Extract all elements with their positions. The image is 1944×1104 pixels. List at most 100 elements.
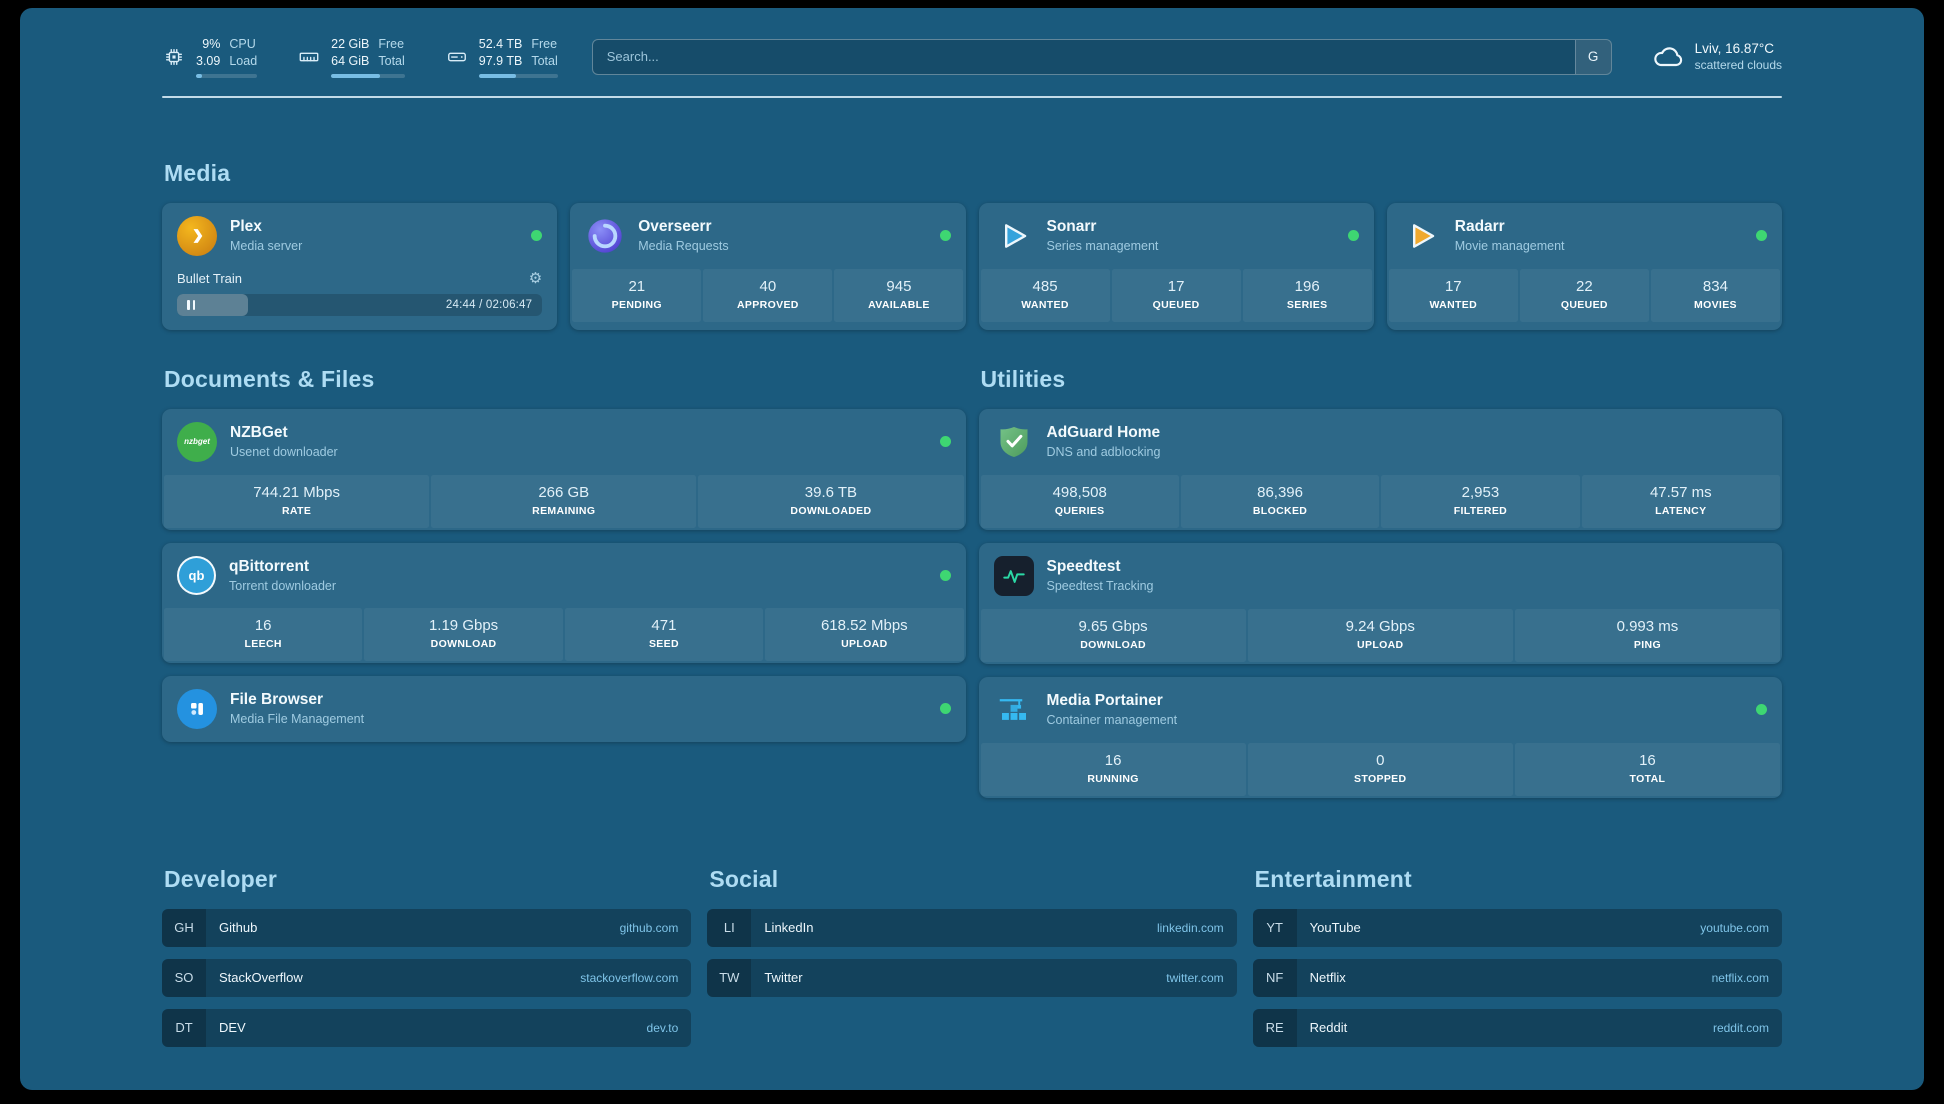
section-title-utilities: Utilities xyxy=(980,365,1066,392)
portainer-header[interactable]: Media Portainer Container management xyxy=(979,677,1783,743)
bookmark-name: Github xyxy=(219,920,258,936)
bookmark-abbr: GH xyxy=(162,908,206,947)
stat-tile: 21 PENDING xyxy=(572,268,702,322)
bookmark-linkedin[interactable]: LI LinkedIn linkedin.com xyxy=(707,908,1237,947)
section-utilities: Utilities xyxy=(978,365,1783,798)
stat-tile: 86,396 BLOCKED xyxy=(1180,474,1380,528)
status-dot-online xyxy=(1756,704,1767,716)
adguard-header[interactable]: AdGuard Home DNS and adblocking xyxy=(979,409,1783,475)
gear-icon[interactable]: ⚙ xyxy=(528,269,543,287)
service-card-overseerr[interactable]: Overseerr Media Requests 21 PENDING 40 A… xyxy=(570,202,966,330)
service-card-sonarr[interactable]: Sonarr Series management 485 WANTED 17 Q… xyxy=(978,202,1374,330)
overseerr-icon xyxy=(585,216,625,256)
bookmark-stackoverflow[interactable]: SO StackOverflow stackoverflow.com xyxy=(162,958,692,997)
nzbget-header[interactable]: nzbget NZBGet Usenet downloader xyxy=(162,409,966,475)
disk-free-label: Free xyxy=(531,37,558,51)
status-dot-online xyxy=(939,703,951,715)
bookmark-dev[interactable]: DT DEV dev.to xyxy=(162,1008,692,1047)
service-desc: DNS and adblocking xyxy=(1046,445,1161,460)
status-dot-online xyxy=(939,436,951,448)
adguard-stats: 498,508 QUERIES 86,396 BLOCKED 2,953 FIL… xyxy=(979,474,1783,530)
stat-tile: 1.19 Gbps DOWNLOAD xyxy=(364,607,563,661)
memory-free-label: Free xyxy=(378,37,405,51)
cpu-progress-bar xyxy=(196,73,258,78)
section-documents: Documents & Files nzbget NZBGet Usenet d… xyxy=(162,366,966,798)
service-name: Media Portainer xyxy=(1046,692,1163,710)
bookmark-name: DEV xyxy=(219,1020,246,1036)
service-desc: Speedtest Tracking xyxy=(1046,579,1154,594)
service-name: AdGuard Home xyxy=(1046,424,1161,442)
service-card-qbittorrent[interactable]: qb qBittorrent Torrent downloader 16 LEE… xyxy=(162,542,966,663)
stat-tile: 16 LEECH xyxy=(164,607,363,661)
stat-tile: 16 RUNNING xyxy=(980,742,1246,796)
bookmark-group-title: Social xyxy=(709,865,779,892)
playback-progress-bar[interactable]: 24:44 / 02:06:47 xyxy=(177,293,543,316)
plex-now-playing: Bullet Train ⚙ 24:44 / 02:06:47 xyxy=(162,269,557,330)
qbittorrent-header[interactable]: qb qBittorrent Torrent downloader xyxy=(162,543,966,608)
stat-tile: 0.993 ms PING xyxy=(1514,608,1781,662)
pause-icon[interactable] xyxy=(187,299,195,310)
service-name: Radarr xyxy=(1454,218,1505,236)
sonarr-header[interactable]: Sonarr Series management xyxy=(979,203,1374,269)
overseerr-header[interactable]: Overseerr Media Requests xyxy=(570,203,965,269)
speedtest-stats: 9.65 Gbps DOWNLOAD 9.24 Gbps UPLOAD 0.99… xyxy=(979,608,1783,664)
stat-tile: 471 SEED xyxy=(564,607,764,661)
resource-widgets: 9% 3.09 CPU Load xyxy=(162,36,558,78)
bookmark-url: youtube.com xyxy=(1700,920,1769,935)
search-input[interactable] xyxy=(592,39,1575,74)
bookmark-name: StackOverflow xyxy=(219,970,303,986)
service-card-nzbget[interactable]: nzbget NZBGet Usenet downloader 744.21 M… xyxy=(162,408,966,530)
stat-tile: 17 WANTED xyxy=(1388,268,1518,322)
radarr-header[interactable]: Radarr Movie management xyxy=(1387,203,1782,269)
disk-progress-bar xyxy=(478,73,558,78)
search-provider-button[interactable]: G xyxy=(1574,39,1611,74)
bookmark-github[interactable]: GH Github github.com xyxy=(162,908,692,947)
stat-tile: 9.65 Gbps DOWNLOAD xyxy=(980,608,1246,662)
overseerr-stats: 21 PENDING 40 APPROVED 945 AVAILABLE xyxy=(570,268,965,324)
bookmark-url: netflix.com xyxy=(1711,970,1769,985)
weather-widget: Lviv, 16.87°C scattered clouds xyxy=(1652,41,1782,73)
bookmark-group-title: Entertainment xyxy=(1254,865,1412,892)
bookmark-twitter[interactable]: TW Twitter twitter.com xyxy=(707,958,1237,997)
service-card-speedtest[interactable]: Speedtest Speedtest Tracking 9.65 Gbps D… xyxy=(978,542,1783,664)
memory-icon xyxy=(297,45,321,69)
memory-widget: 22 GiB 64 GiB Free Total xyxy=(297,36,405,78)
bookmark-url: stackoverflow.com xyxy=(580,970,679,985)
bookmark-group-social: Social LI LinkedIn linkedin.com TW Twitt… xyxy=(707,865,1237,1059)
service-name: NZBGet xyxy=(230,424,288,442)
now-playing-title: Bullet Train xyxy=(177,270,243,286)
bookmark-url: dev.to xyxy=(646,1020,679,1035)
filebrowser-header[interactable]: File Browser Media File Management xyxy=(162,676,966,742)
stat-tile: 0 STOPPED xyxy=(1247,742,1513,796)
bookmark-group-title: Developer xyxy=(164,865,278,892)
cpu-load-label: Load xyxy=(229,53,258,68)
stat-tile: 40 APPROVED xyxy=(703,268,833,322)
nzbget-icon: nzbget xyxy=(177,421,217,462)
stat-tile: 9.24 Gbps UPLOAD xyxy=(1247,608,1513,662)
plex-header[interactable]: Plex Media server xyxy=(162,203,557,269)
section-title-media: Media xyxy=(164,159,231,186)
filebrowser-icon xyxy=(177,688,217,729)
service-card-portainer[interactable]: Media Portainer Container management 16 … xyxy=(978,676,1783,798)
bookmark-name: LinkedIn xyxy=(764,920,814,936)
stat-tile: 266 GB REMAINING xyxy=(431,474,697,528)
bookmark-url: github.com xyxy=(619,920,679,935)
stat-tile: 498,508 QUERIES xyxy=(980,474,1179,528)
search-bar: G xyxy=(591,38,1612,75)
service-desc: Container management xyxy=(1046,713,1178,728)
bookmark-reddit[interactable]: RE Reddit reddit.com xyxy=(1252,1008,1782,1047)
speedtest-header[interactable]: Speedtest Speedtest Tracking xyxy=(979,543,1783,609)
bookmark-youtube[interactable]: YT YouTube youtube.com xyxy=(1252,908,1782,947)
service-desc: Media Requests xyxy=(638,239,729,254)
cpu-usage-value: 9% xyxy=(202,37,221,51)
service-name: Speedtest xyxy=(1046,558,1121,576)
service-card-plex[interactable]: Plex Media server Bullet Train ⚙ 24:44 /… xyxy=(162,202,558,330)
service-card-adguard[interactable]: AdGuard Home DNS and adblocking 498,508 … xyxy=(978,408,1783,530)
bookmark-abbr: NF xyxy=(1252,958,1297,997)
status-dot-online xyxy=(1756,230,1767,242)
bookmark-netflix[interactable]: NF Netflix netflix.com xyxy=(1252,958,1782,997)
service-name: File Browser xyxy=(230,691,324,709)
service-card-radarr[interactable]: Radarr Movie management 17 WANTED 22 QUE… xyxy=(1386,202,1782,330)
top-bar: 9% 3.09 CPU Load xyxy=(162,36,1782,78)
service-card-filebrowser[interactable]: File Browser Media File Management xyxy=(162,675,966,742)
